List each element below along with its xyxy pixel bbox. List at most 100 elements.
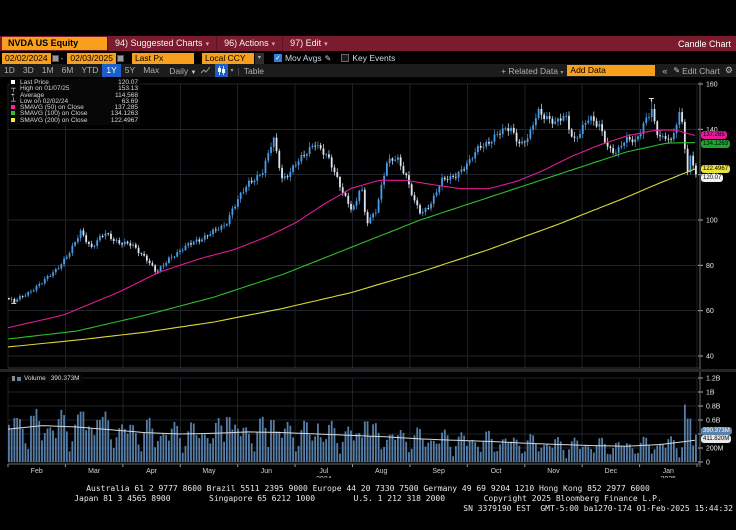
month-label: Nov [547, 468, 560, 475]
price-tick-label: 40 [706, 354, 714, 361]
collapse-panel-icon[interactable]: « [662, 65, 668, 76]
period-button-6M[interactable]: 6M [61, 65, 74, 75]
security-ticker-field[interactable]: NVDA US Equity [2, 37, 107, 50]
range-toolbar: 02/02/2024 - 02/03/2025 Last Px Local CC… [0, 52, 736, 64]
frequency-dropdown[interactable]: Daily ▼ [169, 65, 197, 76]
volume-tick-label: 1.2B [706, 376, 721, 383]
candle-chart-icon[interactable] [215, 64, 229, 77]
year-label: 2024 [316, 476, 332, 478]
chevron-down-icon: ▾ [324, 41, 328, 48]
legend-low: ┴ Low on 02/02/24 63.69 [11, 97, 138, 105]
legend-average: + Average 114.568 [11, 91, 138, 99]
volume-tick-label: 0 [706, 460, 710, 467]
period-button-3D[interactable]: 3D [22, 65, 34, 75]
key-events-checkbox[interactable] [341, 54, 350, 62]
menu-suggested-charts-label: 94) Suggested Charts [115, 38, 203, 48]
sma50-line [7, 129, 696, 329]
edit-chart-pencil-icon[interactable]: ✎ [673, 66, 681, 75]
calendar-icon[interactable] [51, 54, 59, 62]
chevron-down-icon: ▾ [271, 41, 276, 48]
chevron-down-icon: ▾ [560, 69, 564, 76]
mov-avgs-label: Mov Avgs [284, 53, 322, 63]
price-field-input[interactable]: Last Px [131, 52, 194, 64]
key-events-label: Key Events [352, 53, 396, 63]
menu-actions[interactable]: 96) Actions ▾ [216, 36, 282, 51]
footer-phones-line1: Australia 61 2 9777 8600 Brazil 5511 239… [86, 484, 650, 493]
chart-type-label: Candle Chart [677, 38, 731, 49]
sma100-line [7, 142, 696, 340]
chart-type-dropdown-icon[interactable]: ▾ [230, 68, 234, 74]
legend-sma100[interactable]: SMAVG (100) on Close 134.1263 [11, 111, 138, 117]
chevron-down-icon: ▾ [205, 41, 210, 48]
line-chart-icon[interactable] [199, 64, 212, 77]
period-button-1D[interactable]: 1D [4, 65, 15, 75]
mov-avgs-checkbox[interactable]: ✓ [273, 54, 282, 62]
high-marker [648, 98, 654, 102]
toolbar-separator: | [237, 65, 240, 76]
price-tick-label: 160 [706, 82, 718, 89]
legend-sma50[interactable]: SMAVG (50) on Close 137.285 [11, 104, 138, 111]
gear-icon[interactable]: ⚙ [724, 65, 733, 75]
volume-tick-label: 1B [706, 390, 715, 397]
month-label: Aug [375, 468, 388, 475]
volume-bars [8, 404, 697, 462]
period-toolbar-right: + Related Data ▾ Add Data « ✎ Edit Chart… [501, 65, 736, 76]
chart-area[interactable]: Feb Mar Apr May Jun Jul Aug Sep Oct Nov Dec Jan 2024… [0, 78, 736, 483]
price-axis-badge: 137.285 [701, 131, 727, 140]
price-axis-badge: 120.07 [701, 174, 724, 182]
footer-phones-line2: Japan 81 3 4565 8900 Singapore 65 6212 1… [74, 494, 662, 503]
candle-chart-canvas[interactable]: Feb Mar Apr May Jun Jul Aug Sep Oct Nov Dec Jan 2024… [0, 78, 736, 483]
menu-edit[interactable]: 97) Edit ▾ [282, 36, 335, 51]
period-buttons: 1D 3D 1M 6M YTD 1Y 5Y Max [0, 64, 163, 77]
menu-edit-label: 97) Edit [290, 38, 322, 48]
period-toolbar: 1D 3D 1M 6M YTD 1Y 5Y Max Daily ▼ ▾ | Table + R… [0, 64, 736, 77]
date-from-input[interactable]: 02/02/2024 [2, 52, 51, 64]
date-range-dash: - [60, 53, 64, 63]
price-tick-label: 80 [706, 263, 714, 270]
currency-select[interactable]: Local CCY [201, 52, 254, 64]
legend-sma200[interactable]: SMAVG (200) on Close 122.4967 [11, 117, 138, 124]
add-data-input[interactable]: Add Data [567, 65, 656, 76]
footer-session-info: SN 3379190 EST GMT-5:00 ba1270-174 01-Fe… [463, 504, 733, 513]
period-button-YTD[interactable]: YTD [81, 65, 99, 75]
table-button[interactable]: Table [243, 65, 265, 76]
moving-average-lines [7, 129, 696, 447]
volume-tick-label: 200M [706, 446, 724, 453]
period-button-Max[interactable]: Max [143, 65, 160, 75]
related-data-button[interactable]: + Related Data ▾ [501, 65, 564, 76]
volume-legend: Volume 390.373M [9, 374, 83, 383]
date-to-input[interactable]: 02/03/2025 [67, 52, 116, 64]
chart-legend: Last Price 120.07 ┬ High on 01/07/25 153.13… [9, 79, 140, 126]
sma200-line [7, 168, 696, 348]
low-marker [11, 300, 17, 304]
price-tick-label: 60 [706, 308, 714, 315]
axes: Feb Mar Apr May Jun Jul Aug Sep Oct Nov Dec Jan 2024… [7, 82, 724, 483]
candlesticks [8, 98, 697, 304]
month-label: Jul [319, 468, 328, 475]
price-axis-badge: 122.4967 [701, 165, 731, 173]
month-label: Jun [261, 468, 272, 475]
edit-mov-avgs-icon[interactable]: ✎ [324, 53, 332, 63]
menu-actions-label: 96) Actions [224, 38, 269, 48]
month-label: Dec [605, 468, 618, 475]
period-button-1M[interactable]: 1M [41, 65, 54, 75]
edit-chart-button[interactable]: Edit Chart [682, 65, 720, 76]
volume-tick-label: 0.8B [706, 404, 721, 411]
legend-last-price: Last Price 120.07 [11, 79, 138, 86]
panel-divider[interactable] [0, 369, 736, 372]
period-button-1Y[interactable]: 1Y [102, 64, 121, 77]
currency-dropdown-icon[interactable]: ▾ [254, 52, 264, 64]
month-label: Apr [146, 468, 158, 475]
year-label: 2025 [661, 476, 677, 478]
panel-menu-icon[interactable] [12, 376, 15, 381]
period-button-5Y[interactable]: 5Y [124, 65, 136, 75]
calendar-icon[interactable] [116, 54, 124, 62]
month-label: Sep [432, 468, 445, 475]
volume-average-line [7, 425, 696, 447]
month-label: Mar [88, 468, 101, 475]
menu-suggested-charts[interactable]: 94) Suggested Charts ▾ [107, 36, 216, 51]
month-label: Feb [31, 468, 43, 475]
chevron-down-icon: ▼ [190, 69, 197, 76]
terminal-footer: Australia 61 2 9777 8600 Brazil 5511 239… [0, 484, 736, 514]
